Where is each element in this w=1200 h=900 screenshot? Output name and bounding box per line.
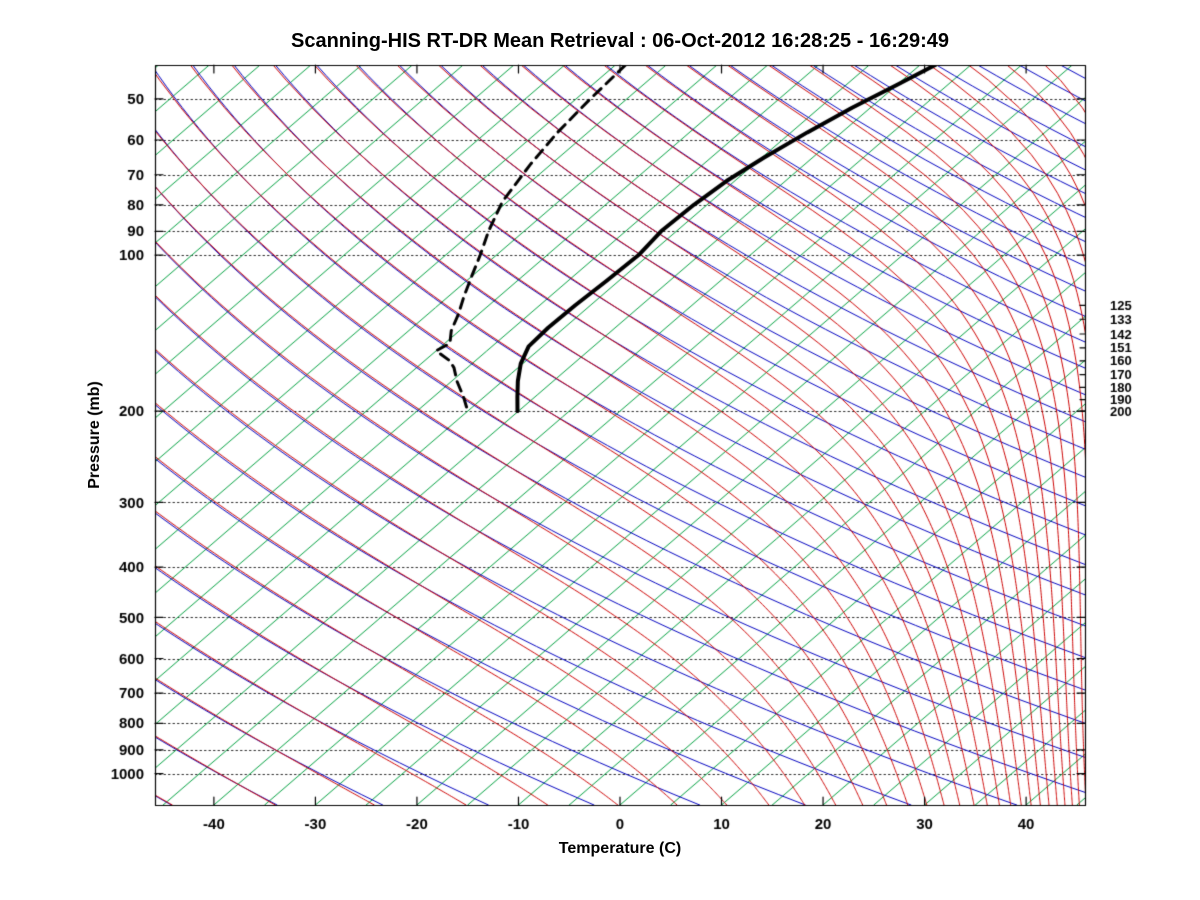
- x-axis-label: Temperature (C): [558, 840, 682, 857]
- chart-title: Scanning-HIS RT-DR Mean Retrieval : 06-O…: [290, 30, 950, 52]
- y-axis-label: Pressure (mb): [86, 381, 103, 489]
